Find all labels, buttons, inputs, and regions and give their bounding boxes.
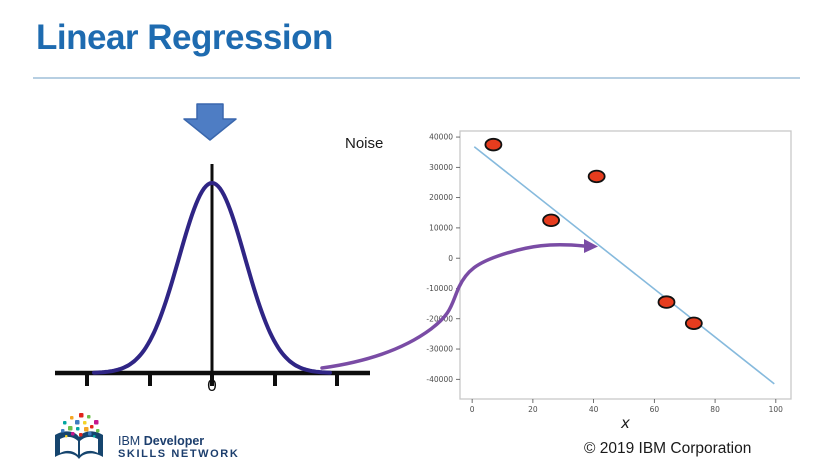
confetti-dot [94,420,99,425]
y-tick-label: -10000 [426,284,453,293]
y-tick-label: 10000 [429,224,453,233]
x-tick-label: 100 [769,405,784,414]
x-tick-label: 60 [650,405,660,414]
confetti-dot [63,421,67,425]
plot-area [459,130,792,400]
scatter-point [484,137,503,152]
y-tick-label: -30000 [426,345,453,354]
confetti-dot [96,429,100,433]
ibm-developer-skills-network-logo: IBM Developer SKILLS NETWORK [52,412,282,464]
logo-ibm-developer: IBM Developer [118,434,239,448]
x-tick-label: 0 [470,405,475,414]
x-axis-label: x [620,414,630,432]
down-block-arrow-icon [183,103,237,141]
confetti-dot [70,416,74,420]
y-tick-label: 30000 [429,163,453,172]
confetti-dot [71,432,75,436]
confetti-dot [65,435,68,438]
confetti-dot [88,432,92,436]
logo-text: IBM Developer SKILLS NETWORK [118,434,239,464]
logo-skills-network: SKILLS NETWORK [118,448,240,461]
normal-distribution-diagram [55,164,370,386]
noise-arrow-head [584,239,598,253]
fit-line [473,146,775,385]
copyright-text: © 2019 IBM Corporation [584,440,752,457]
confetti-dot [76,427,80,431]
noise-label: Noise [345,135,384,152]
y-tick-label: 40000 [429,133,453,142]
confetti-dot [84,427,89,432]
confetti-dot [83,421,87,425]
page-title: Linear Regression [36,18,333,57]
logo-ibm: IBM [118,433,141,448]
x-tick-label: 20 [528,405,538,414]
gaussian-bell-curve [92,180,332,375]
x-tick-label: 80 [710,405,720,414]
x-tick-label: 40 [589,405,599,414]
confetti-dot [87,415,91,419]
confetti-dot [75,420,80,425]
confetti-dot [90,425,94,429]
book-left-page [60,436,78,455]
logo-developer: Developer [143,433,205,448]
confetti-dot [61,429,65,433]
scatter-point [587,169,606,184]
confetti-dot [79,433,83,437]
logo-confetti-dots [61,413,100,438]
open-book-icon [55,413,103,459]
book-right-page [80,436,98,455]
gaussian-zero-label: 0 [207,376,217,395]
y-tick-label: -40000 [426,375,453,384]
y-tick-label: -20000 [426,314,453,323]
confetti-dot [79,413,84,418]
scatter-point [542,213,561,228]
title-separator [33,77,800,79]
noise-arrow [320,239,598,370]
confetti-dot [93,435,96,438]
confetti-dot [68,426,73,431]
noise-arrow-curve [320,243,586,370]
scatter-point [657,295,676,309]
scatter-point [684,316,703,330]
y-tick-label: 20000 [429,193,453,202]
y-tick-label: 0 [448,254,453,263]
